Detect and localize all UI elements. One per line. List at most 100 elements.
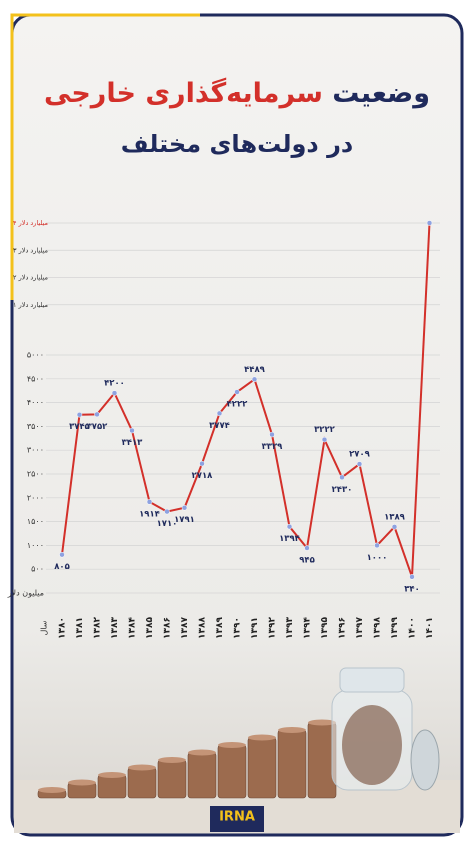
y2-tick-label: ۴ میلیارد دلار xyxy=(13,219,48,227)
x-tick-label: ۱۳۸۱ xyxy=(75,617,85,639)
coin-top xyxy=(38,787,66,793)
x-tick-label: ۱۳۸۷ xyxy=(180,617,190,639)
value-label: ۲۷۱۸ xyxy=(192,471,214,481)
value-label: ۳۲۲۲ xyxy=(314,425,336,435)
y-tick-label: ۴۵۰۰ xyxy=(27,374,44,383)
value-label: ۳۷۷۴ xyxy=(209,421,230,431)
coin-top xyxy=(278,727,306,733)
point xyxy=(304,545,310,551)
point xyxy=(374,542,380,549)
x-tick-label: ۱۳۸۲ xyxy=(93,617,103,639)
y-tick-label: ۴۰۰۰ xyxy=(27,398,44,407)
x-tick-label: ۱۳۹۰ xyxy=(233,617,243,639)
point xyxy=(216,410,223,417)
value-label: ۴۲۲۲ xyxy=(227,400,249,410)
value-label: ۳۴۱۳ xyxy=(122,438,144,448)
x-tick-label: ۱۴۰۱ xyxy=(425,617,435,639)
x-tick-label: ۱۳۹۶ xyxy=(338,617,348,639)
point xyxy=(234,389,240,395)
point xyxy=(94,411,100,418)
chart-subtitle: در دولت‌های مختلف xyxy=(120,130,354,158)
coin-stack xyxy=(97,774,127,799)
x-tick-label: ۱۳۸۶ xyxy=(163,617,173,639)
x-tick-label: ۱۳۸۵ xyxy=(145,617,155,639)
coin-top xyxy=(248,734,276,741)
x-tick-label: ۱۳۹۴ xyxy=(303,617,313,639)
x-tick-label: ۱۳۹۲ xyxy=(268,617,278,639)
coin-stack xyxy=(187,752,217,799)
value-label: ۱۷۹۱ xyxy=(174,515,195,525)
coin-stack xyxy=(157,759,187,799)
value-label: ۹۴۵ xyxy=(299,556,315,566)
coin-top xyxy=(308,719,336,726)
y-tick-label: ۲۰۰۰ xyxy=(27,493,44,502)
y-tick-label: ۵۰۰ xyxy=(31,565,44,574)
point xyxy=(111,390,118,396)
y2-tick-label: ۲ میلیارد دلار xyxy=(13,274,48,282)
value-label: ۴۲۰۰ xyxy=(104,379,125,389)
coin-stack xyxy=(277,729,307,799)
x-tick-label: ۱۴۰۰ xyxy=(408,617,418,639)
coin-top xyxy=(128,764,156,771)
x-axis-label: سال xyxy=(40,620,49,635)
point xyxy=(199,460,205,467)
y-tick-label: میلیون دلار xyxy=(7,589,44,598)
point xyxy=(129,427,135,434)
value-label: ۱۹۱۴ xyxy=(139,509,160,519)
coin-stack xyxy=(217,744,247,799)
value-label: ۱۳۸۹ xyxy=(384,512,406,522)
y-tick-label: ۱۰۰۰ xyxy=(27,541,44,550)
value-label: ۸۰۵ xyxy=(54,562,70,572)
point xyxy=(164,508,170,515)
coin-top xyxy=(158,757,186,763)
point xyxy=(356,461,363,467)
y2-tick-label: ۱ میلیارد دلار xyxy=(13,301,48,309)
value-label: ۱۷۱۰ xyxy=(157,519,178,529)
y-tick-label: ۱۵۰۰ xyxy=(27,517,44,526)
point xyxy=(286,523,293,530)
point xyxy=(391,524,398,530)
y-tick-label: ۲۵۰۰ xyxy=(27,470,44,479)
value-label: ۳۷۵۲ xyxy=(87,422,109,432)
frame-accent xyxy=(10,13,30,300)
value-label: ۳۳۲۹ xyxy=(262,442,284,452)
x-tick-label: ۱۳۸۳ xyxy=(110,617,120,639)
value-label: ۴۴۸۹ xyxy=(244,365,266,375)
x-tick-label: ۱۳۹۳ xyxy=(285,617,295,639)
x-tick-label: ۱۳۹۵ xyxy=(320,617,330,639)
coin-stack xyxy=(247,737,277,799)
coin-top xyxy=(188,749,216,756)
coin-top xyxy=(218,742,246,748)
chart-title: وضعیت سرمایه‌گذاری خارجی xyxy=(0,78,474,109)
x-tick-label: ۱۳۹۷ xyxy=(355,617,365,639)
coin-stack xyxy=(127,767,157,799)
x-tick-label: ۱۳۸۰ xyxy=(58,617,68,639)
value-label: ۲۷۰۹ xyxy=(349,450,371,460)
title-part: وضعیت xyxy=(332,78,430,109)
point xyxy=(251,376,258,383)
y-tick-label: ۳۰۰۰ xyxy=(27,446,44,455)
x-tick-label: ۱۳۸۴ xyxy=(128,617,138,639)
coin-top xyxy=(68,779,96,786)
value-label: ۱۳۹۴ xyxy=(279,534,300,544)
y-tick-label: ۵۰۰۰ xyxy=(27,351,44,360)
x-tick-label: ۱۳۹۹ xyxy=(390,617,400,639)
coins xyxy=(37,719,337,799)
value-label: ۱۰۰۰ xyxy=(367,553,388,563)
title-highlight: سرمایه‌گذاری خارجی xyxy=(44,78,323,109)
jar xyxy=(331,667,440,791)
point xyxy=(321,436,328,443)
value-label: ۳۷۴۵ xyxy=(69,422,90,432)
point xyxy=(269,431,275,438)
point xyxy=(146,499,153,505)
point xyxy=(339,474,345,481)
x-tick-label: ۱۳۸۸ xyxy=(198,617,208,639)
value-label: ۳۴۰ xyxy=(404,584,420,594)
point xyxy=(426,220,433,226)
frame xyxy=(10,13,464,837)
point xyxy=(76,411,83,418)
x-tick-label: ۱۳۸۹ xyxy=(215,617,225,639)
point xyxy=(409,574,415,580)
